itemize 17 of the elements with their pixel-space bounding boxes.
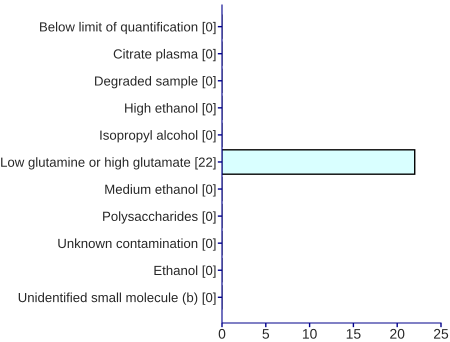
y-tick-label: Isopropyl alcohol [0] (100, 130, 216, 142)
y-tick-label: Ethanol [0] (154, 265, 216, 278)
x-tick-label: 10 (302, 328, 317, 339)
x-tick-label: 20 (390, 328, 404, 339)
x-tick-label: 5 (262, 329, 270, 339)
y-tick-label: Low glutamine or high glutamate [22] (1, 157, 216, 170)
x-tick-label: 15 (346, 329, 361, 339)
x-tick-label: 0 (218, 328, 226, 339)
y-tick-label: Citrate plasma [0] (114, 48, 216, 62)
y-tick-label: High ethanol [0] (125, 103, 216, 116)
y-tick-label: Unidentified small molecule (b) [0] (18, 292, 216, 305)
x-tick-label: 25 (434, 328, 448, 339)
y-tick-label: Unknown contamination [0] (58, 238, 216, 251)
y-tick-label: Degraded sample [0] (95, 76, 216, 88)
y-tick-label: Below limit of quantification [0] (40, 22, 216, 34)
y-tick-label: Polysaccharides [0] (103, 211, 216, 224)
y-tick-label: Medium ethanol [0] (105, 184, 216, 197)
